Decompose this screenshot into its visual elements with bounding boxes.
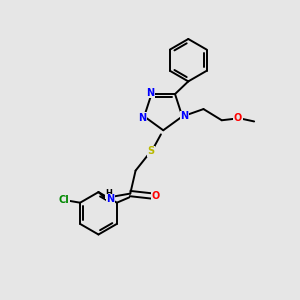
Text: N: N [146, 88, 154, 98]
Text: N: N [106, 194, 115, 205]
Text: O: O [234, 113, 242, 123]
Text: N: N [138, 113, 146, 123]
Text: N: N [181, 111, 189, 122]
Text: S: S [147, 146, 155, 157]
Text: Cl: Cl [58, 195, 69, 205]
Text: O: O [152, 191, 160, 201]
Text: H: H [106, 189, 112, 198]
